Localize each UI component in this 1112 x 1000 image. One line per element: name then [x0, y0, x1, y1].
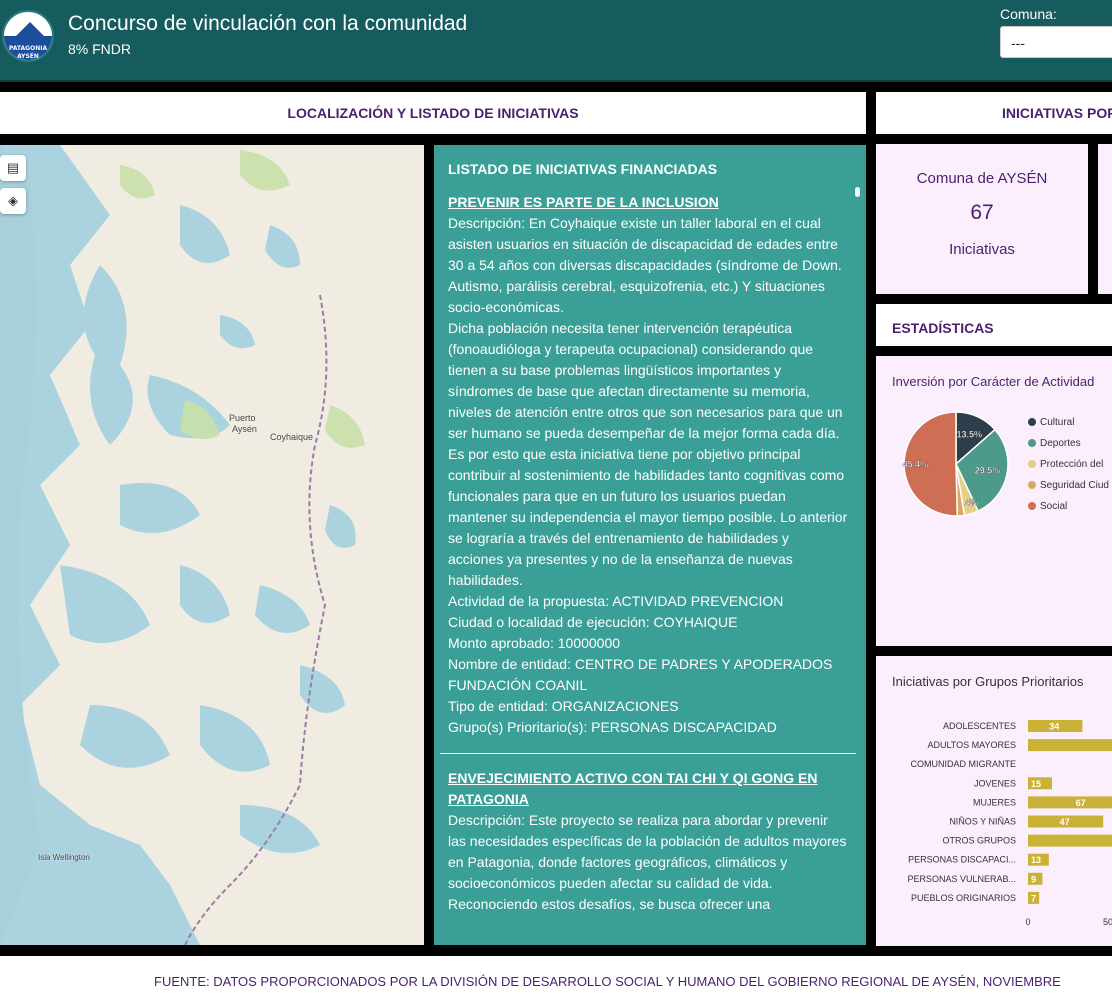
list-icon: ▤: [6, 160, 20, 175]
pie-chart-title: Inversión por Carácter de Actividad: [892, 374, 1095, 389]
bar[interactable]: [1028, 891, 1040, 904]
investment-pie-card: Inversión por Carácter de Actividad 13.5…: [876, 356, 1112, 646]
bar-data-label: 47: [1060, 817, 1070, 827]
stats-heading: ESTADÍSTICAS: [876, 304, 1112, 346]
map-label-aysen: Aysén: [232, 424, 257, 434]
app-header: PATAGONIA AYSÉN Concurso de vinculación …: [0, 0, 1112, 82]
bar-x-tick: 0: [1025, 917, 1030, 927]
priority-groups-bar-card: Iniciativas por Grupos Prioritarios ADOL…: [876, 656, 1112, 946]
list-title: LISTADO DE INICIATIVAS FINANCIADAS: [448, 161, 718, 177]
bar-category-label: PERSONAS DISCAPACI...: [908, 855, 1016, 865]
legend-label: Protección del: [1040, 459, 1104, 470]
initiative-description: Descripción: En Coyhaique existe un tall…: [448, 215, 842, 315]
pie-slice-4[interactable]: [903, 411, 959, 517]
bar-category-label: PERSONAS VULNERAB...: [907, 874, 1016, 884]
map-label-coyhaique: Coyhaique: [270, 432, 314, 442]
legend-label: Deportes: [1040, 438, 1081, 449]
bar-data-label: 9: [1031, 874, 1036, 884]
bar[interactable]: [1028, 796, 1112, 809]
initiative-activity: Actividad de la propuesta: ACTIVIDAD PRE…: [448, 593, 784, 609]
bar-data-label: 15: [1031, 779, 1041, 789]
initiative-description: Es por esto que esta iniciativa tiene po…: [448, 446, 848, 588]
pie-legend-item[interactable]: Deportes: [1028, 438, 1081, 449]
initiative-entity: Nombre de entidad: CENTRO DE PADRES Y AP…: [448, 656, 833, 693]
patagonia-aysen-logo: PATAGONIA AYSÉN: [2, 10, 54, 62]
bar-data-label: 67: [1076, 798, 1086, 808]
initiative-entity-type: Tipo de entidad: ORGANIZACIONES: [448, 698, 679, 714]
legend-label: Seguridad Ciud: [1040, 480, 1109, 491]
bar-category-label: MUJERES: [973, 797, 1016, 807]
bar-category-label: COMUNIDAD MIGRANTE: [911, 759, 1017, 769]
bar-data-label: 7: [1031, 893, 1036, 903]
layers-icon: ◈: [8, 193, 18, 208]
map-label-isla-wellington: Isla Wellington: [38, 853, 90, 862]
list-scrollbar[interactable]: [855, 187, 860, 197]
initiative-priority-group: Grupo(s) Prioritario(s): PERSONAS DISCAP…: [448, 719, 777, 735]
bar[interactable]: [1028, 853, 1049, 866]
bar[interactable]: [1028, 872, 1043, 885]
bar-data-label: 34: [1049, 722, 1059, 732]
initiatives-list[interactable]: LISTADO DE INICIATIVAS FINANCIADAS PREVE…: [434, 145, 866, 945]
pie-chart: 13.5% 29.5% 4.4% 45.4%: [903, 411, 1009, 517]
initiative-city: Ciudad o localidad de ejecución: COYHAIQ…: [448, 614, 738, 630]
bar-category-label: ADOLESCENTES: [943, 721, 1016, 731]
initiatives-unit: Iniciativas: [949, 241, 1015, 258]
bar[interactable]: [1028, 739, 1112, 752]
bar-category-label: PUEBLOS ORIGINARIOS: [911, 893, 1016, 903]
comuna-name: Comuna de AYSÉN: [916, 170, 1048, 187]
comuna-summary-card: Comuna de AYSÉN 67 Iniciativas: [876, 144, 1088, 294]
legend-swatch: [1028, 481, 1036, 490]
bar[interactable]: [1028, 834, 1112, 847]
initiatives-by-heading: INICIATIVAS POR: [876, 92, 1112, 134]
location-list-heading: LOCALIZACIÓN Y LISTADO DE INICIATIVAS: [0, 92, 866, 134]
page-subtitle: 8% FNDR: [68, 41, 132, 57]
legend-label: Cultural: [1040, 417, 1075, 428]
pie-data-label: 29.5%: [975, 466, 1001, 476]
comuna-label: Comuna:: [1000, 6, 1057, 22]
bar-category-label: NIÑOS Y NIÑAS: [949, 817, 1016, 827]
map-terrain: [0, 145, 424, 945]
map-label-puerto: Puerto: [229, 413, 256, 423]
legend-swatch: [1028, 502, 1036, 511]
map-view[interactable]: ▤ ◈ Puerto Aysén Coyhaique Isla Wellingt…: [0, 145, 424, 945]
pie-data-label: 45.4%: [903, 459, 929, 469]
comuna-select[interactable]: ---: [1000, 26, 1112, 58]
pie-data-label: 4.4%: [958, 498, 979, 508]
legend-swatch: [1028, 439, 1036, 448]
pie-data-label: 13.5%: [957, 430, 983, 440]
map-layers-button[interactable]: ◈: [0, 188, 26, 214]
initiatives-count: 67: [970, 201, 994, 224]
list-divider: [440, 753, 856, 754]
legend-label: Social: [1040, 501, 1068, 512]
initiative-item: ENVEJECIMIENTO ACTIVO CON TAI CHI Y QI G…: [448, 768, 848, 915]
pie-legend-item[interactable]: Cultural: [1028, 417, 1074, 428]
initiative-title-link[interactable]: ENVEJECIMIENTO ACTIVO CON TAI CHI Y QI G…: [448, 770, 818, 807]
bar[interactable]: [1028, 720, 1083, 732]
initiative-title-link[interactable]: PREVENIR ES PARTE DE LA INCLUSION: [448, 194, 719, 210]
initiative-description: Dicha población necesita tener intervenc…: [448, 320, 843, 441]
page-title: Concurso de vinculación con la comunidad: [68, 12, 468, 35]
bar-x-tick: 50: [1103, 917, 1112, 927]
bar-chart: ADOLESCENTES 34 ADULTOS MAYORES COMUNIDAD M…: [907, 720, 1112, 927]
legend-swatch: [1028, 418, 1036, 427]
bar-data-label: 13: [1031, 855, 1041, 865]
legend-swatch: [1028, 460, 1036, 469]
map-list-button[interactable]: ▤: [0, 155, 26, 181]
initiative-amount: Monto aprobado: 10000000: [448, 635, 621, 651]
summary-card-next: [1098, 144, 1112, 294]
bar-category-label: ADULTOS MAYORES: [927, 740, 1016, 750]
source-footer: FUENTE: DATOS PROPORCIONADOS POR LA DIVI…: [0, 956, 1112, 1000]
bar-category-label: JOVENES: [974, 778, 1016, 788]
bar-category-label: OTROS GRUPOS: [942, 836, 1016, 846]
initiative-item: PREVENIR ES PARTE DE LA INCLUSION Descri…: [448, 192, 848, 738]
bar-chart-title: Iniciativas por Grupos Prioritarios: [892, 674, 1084, 689]
bar[interactable]: [1028, 815, 1104, 828]
pie-legend-item[interactable]: Protección del: [1028, 459, 1103, 470]
bar[interactable]: [1028, 777, 1052, 790]
pie-legend-item[interactable]: Social: [1028, 501, 1067, 512]
pie-legend-item[interactable]: Seguridad Ciud: [1028, 480, 1109, 491]
initiative-description: Descripción: Este proyecto se realiza pa…: [448, 812, 847, 912]
